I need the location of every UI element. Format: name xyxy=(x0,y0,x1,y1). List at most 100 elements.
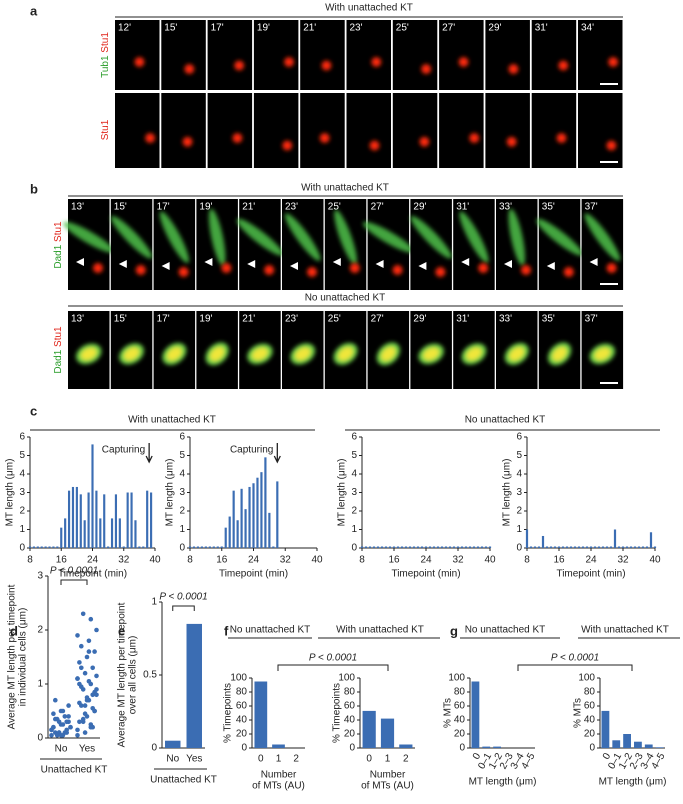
red-signal xyxy=(232,133,243,143)
frame xyxy=(392,93,438,168)
micrograph: 35' xyxy=(538,311,581,389)
micrograph: 23' xyxy=(346,20,391,90)
red-signal xyxy=(134,57,145,67)
data-point xyxy=(51,711,56,716)
yellow-core xyxy=(381,346,396,361)
green-signal xyxy=(285,213,321,262)
channel-name: Tub1 xyxy=(100,55,111,78)
y-tick-label: 0 xyxy=(19,543,25,554)
arrowhead xyxy=(290,262,298,270)
y-tick-label: 40 xyxy=(454,715,466,726)
x-axis-label: Number xyxy=(370,770,406,781)
y-tick-label: 0 xyxy=(459,743,465,754)
time-label: 21' xyxy=(303,23,316,34)
time-label: 23' xyxy=(350,23,363,34)
x-tick-label: 8 xyxy=(187,555,193,566)
kt-dot xyxy=(478,263,489,273)
data-point xyxy=(66,714,71,719)
signal xyxy=(184,64,195,74)
y-tick-label: 4 xyxy=(179,469,185,480)
y-tick-label: 5 xyxy=(179,450,185,461)
signal xyxy=(76,343,102,365)
panel-label: c xyxy=(30,403,37,418)
data-point xyxy=(66,703,71,708)
time-label: 21' xyxy=(242,202,255,213)
data-point xyxy=(88,616,94,622)
arrowhead xyxy=(76,258,84,266)
red-signal xyxy=(319,133,330,143)
x-tick-label: 8 xyxy=(27,555,33,566)
signal xyxy=(508,208,526,266)
bar xyxy=(110,518,114,548)
y-tick-label: 100 xyxy=(230,673,247,684)
time-label: 17' xyxy=(211,23,224,34)
bar xyxy=(368,546,372,548)
yellow-core xyxy=(423,347,440,360)
red-signal xyxy=(506,136,517,147)
frame xyxy=(253,20,299,90)
bar xyxy=(236,520,239,548)
panel-title: No unattached KT xyxy=(230,625,311,636)
bar xyxy=(138,546,141,548)
y-tick-label: 100 xyxy=(448,673,465,684)
micrograph: 33' xyxy=(496,311,538,389)
channel-name: Stu1 xyxy=(100,119,111,140)
bar xyxy=(573,546,577,548)
bar xyxy=(529,546,533,548)
time-label: 35' xyxy=(542,314,555,325)
y-tick-label: 0 xyxy=(516,543,522,554)
x-tick-label: 40 xyxy=(484,555,496,566)
arrowhead xyxy=(375,260,384,268)
kt-dot xyxy=(93,263,103,273)
bar xyxy=(428,546,432,548)
p-value: P < 0.0001 xyxy=(309,653,357,664)
data-point xyxy=(62,714,68,719)
bar xyxy=(60,527,63,548)
arrowhead xyxy=(204,258,213,266)
yellow-core xyxy=(552,346,567,361)
bar xyxy=(655,747,664,748)
bar xyxy=(593,546,597,548)
bar xyxy=(380,546,384,548)
bar xyxy=(392,546,396,548)
time-label: 27' xyxy=(371,202,384,213)
time-label: 13' xyxy=(71,314,84,325)
signal xyxy=(469,133,480,143)
bar xyxy=(641,546,645,548)
y-tick-label: 100 xyxy=(338,673,355,684)
panel-title: With unattached KT xyxy=(581,625,669,636)
y-tick-label: 3 xyxy=(19,487,25,498)
x-tick-label: 0 xyxy=(601,751,614,762)
y-tick-label: 3 xyxy=(37,571,43,582)
signal xyxy=(208,208,226,266)
time-label: 25' xyxy=(328,314,341,325)
time-label: 31' xyxy=(456,314,469,325)
data-point xyxy=(77,660,82,665)
signal xyxy=(284,57,294,67)
y-tick-label: 20 xyxy=(454,729,466,740)
kt-dot xyxy=(521,265,531,275)
arrowhead xyxy=(247,260,256,268)
x-tick-label: Yes xyxy=(79,744,95,755)
bar xyxy=(440,546,444,548)
bar xyxy=(208,546,211,548)
signal xyxy=(119,343,144,365)
data-point xyxy=(80,611,86,617)
bar xyxy=(67,490,71,548)
bar xyxy=(460,546,464,548)
bar xyxy=(264,457,267,548)
scale-bar xyxy=(600,382,618,384)
data-point xyxy=(75,727,80,733)
y-tick-label: 80 xyxy=(236,687,248,698)
x-tick-label: 32 xyxy=(452,555,464,566)
micrograph: 29' xyxy=(410,199,452,290)
bar xyxy=(629,546,633,548)
frame xyxy=(531,93,577,168)
y-tick-label: 2 xyxy=(351,506,357,517)
signal xyxy=(536,218,583,256)
bar xyxy=(493,746,501,748)
panel-title: With unattached KT xyxy=(336,625,424,636)
y-tick-label: 2 xyxy=(516,506,522,517)
green-signal xyxy=(63,221,115,253)
y-axis-label: MT length (μm) xyxy=(502,459,513,527)
